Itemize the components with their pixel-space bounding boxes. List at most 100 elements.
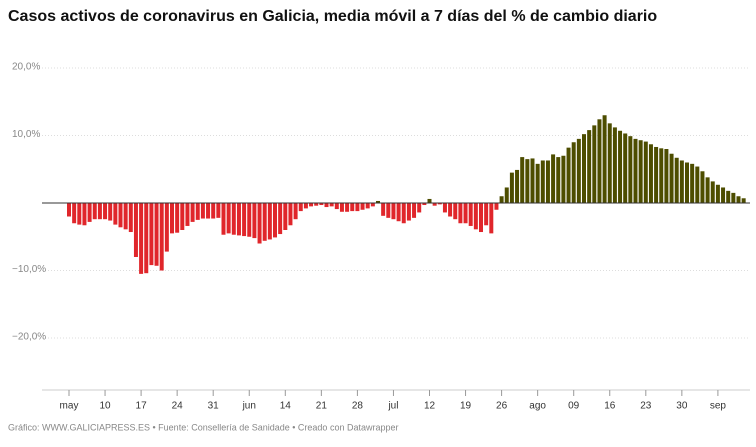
bar: [293, 203, 298, 220]
bar: [504, 187, 509, 203]
bar: [597, 119, 602, 203]
bar: [164, 203, 169, 252]
x-tick-label: 23: [640, 401, 652, 412]
bar: [370, 203, 375, 207]
bar: [695, 166, 700, 203]
bar: [674, 157, 679, 203]
bar: [319, 203, 324, 206]
bar: [278, 203, 283, 235]
bar: [633, 138, 638, 203]
x-tick-label: ago: [529, 401, 546, 412]
bar: [211, 203, 216, 219]
bar: [453, 203, 458, 220]
bar: [499, 196, 504, 203]
bar: [484, 203, 489, 226]
bar: [113, 203, 118, 225]
y-tick-label: −10,0%: [12, 264, 46, 275]
x-tick-label: may: [60, 401, 79, 412]
bar: [700, 171, 705, 203]
x-tick-label: 21: [316, 401, 328, 412]
bar: [242, 203, 247, 237]
bar: [350, 203, 355, 212]
bar: [721, 187, 726, 203]
bar: [643, 141, 648, 203]
bar: [530, 158, 535, 203]
bar: [618, 130, 623, 203]
bar: [479, 203, 483, 233]
bar: [540, 160, 545, 203]
bar: [175, 203, 180, 233]
x-tick-label: 19: [460, 401, 472, 412]
bar: [427, 198, 432, 203]
bar: [103, 203, 108, 220]
bar: [247, 203, 252, 237]
bar: [206, 203, 211, 219]
bar: [195, 203, 200, 220]
bar: [118, 203, 123, 228]
bar: [298, 203, 303, 212]
bar: [592, 125, 597, 203]
bar: [422, 203, 427, 206]
bar: [535, 163, 540, 203]
bar: [252, 203, 257, 239]
bar: [561, 155, 566, 203]
bar: [664, 149, 669, 203]
x-tick-label: jun: [242, 401, 256, 412]
bar: [638, 140, 643, 203]
bar: [494, 203, 499, 210]
bar: [520, 157, 525, 203]
bar: [628, 136, 633, 203]
bar: [128, 203, 133, 233]
bar: [226, 203, 231, 234]
bar: [231, 203, 236, 235]
x-tick-label: 24: [172, 401, 184, 412]
bar: [144, 203, 149, 274]
x-tick-label: 10: [99, 401, 111, 412]
y-tick-label: 10,0%: [12, 129, 40, 140]
bar: [288, 203, 293, 226]
bar: [685, 162, 689, 203]
chart-title: Casos activos de coronavirus en Galicia,…: [8, 8, 657, 25]
bar: [515, 169, 520, 203]
bar: [123, 203, 128, 230]
bar: [463, 203, 468, 224]
x-tick-label: 16: [604, 401, 616, 412]
bar: [602, 115, 607, 203]
bar: [77, 203, 82, 225]
bar: [437, 203, 442, 205]
x-tick-label: 09: [568, 401, 580, 412]
bar: [180, 203, 185, 230]
bar: [355, 203, 360, 212]
bar: [551, 154, 556, 203]
bar: [545, 160, 550, 203]
bar: [576, 138, 581, 203]
bar: [648, 144, 653, 203]
bar: [391, 203, 396, 220]
bar: [417, 203, 422, 213]
bar: [216, 203, 221, 218]
x-tick-label: 30: [676, 401, 688, 412]
bar: [401, 203, 406, 224]
x-tick-label: 12: [424, 401, 436, 412]
bar: [412, 203, 417, 218]
bar: [386, 203, 391, 218]
bar: [566, 147, 571, 203]
bar: [669, 153, 674, 203]
bar: [396, 203, 401, 222]
bar: [690, 163, 695, 203]
bar: [170, 203, 174, 234]
bar: [257, 203, 262, 244]
bar: [468, 203, 473, 226]
bar: [659, 148, 664, 203]
y-tick-label: −20,0%: [12, 332, 46, 343]
bar: [334, 203, 339, 210]
bar: [345, 203, 350, 212]
x-tick-label: 17: [136, 401, 148, 412]
bar: [726, 190, 731, 203]
bar: [710, 181, 715, 203]
bar: [406, 203, 411, 221]
bar: [376, 200, 380, 203]
bar: [97, 203, 102, 220]
bar: [731, 192, 736, 203]
